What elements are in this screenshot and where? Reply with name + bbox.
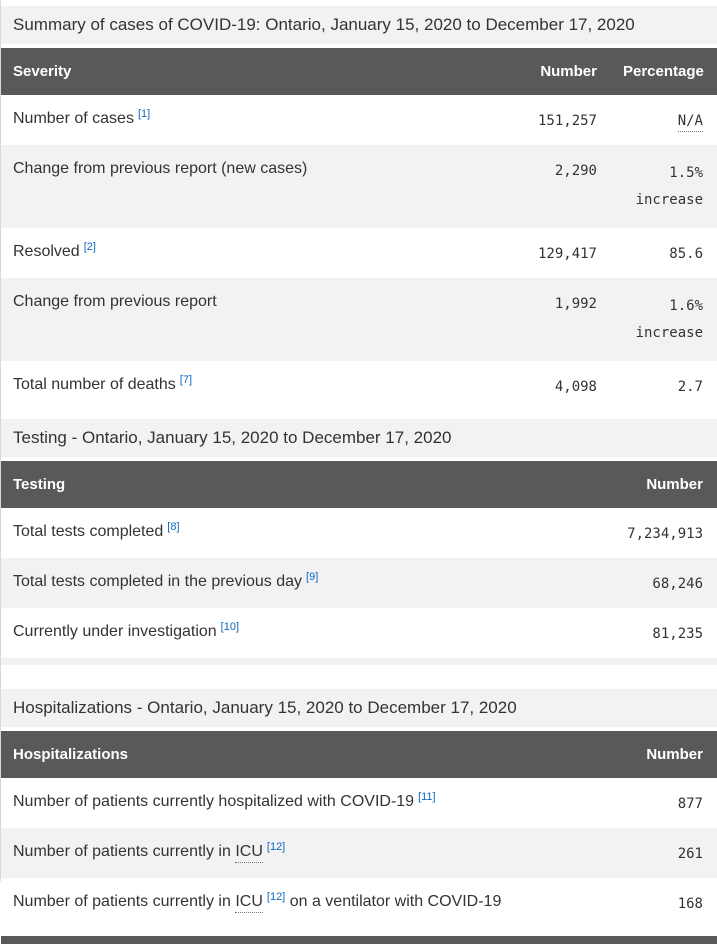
table-row-total-deaths: Total number of deaths [7] 4,098 2.7 — [1, 361, 717, 411]
next-table-header-partial — [1, 936, 717, 944]
footnote-ref: [12] — [267, 891, 285, 903]
table-row-change-previous-report: Change from previous report 1,992 1.6% in… — [1, 278, 717, 361]
empty-cell — [1, 658, 717, 665]
row-label-cell: Change from previous report — [1, 278, 506, 361]
row-label-cell: Number of patients currently in ICU [12] — [1, 828, 587, 878]
testing-table: Testing Number Total tests completed [8] … — [1, 461, 717, 665]
cell-number: 2,290 — [554, 163, 597, 179]
table-row-total-tests: Total tests completed [8] 7,234,913 — [1, 508, 717, 558]
row-label: Number of cases — [13, 110, 134, 127]
cell-number: 1,992 — [554, 296, 597, 312]
row-label-cell: Total tests completed in the previous da… — [1, 558, 587, 608]
footnote-ref: [2] — [84, 241, 96, 253]
row-label: Number of patients currently in — [13, 893, 231, 910]
cell-percentage: 85.6 — [669, 246, 703, 262]
footnote-ref: [7] — [180, 374, 192, 386]
row-label: Total tests completed in the previous da… — [13, 573, 303, 590]
footnote-link[interactable]: [12] — [266, 890, 286, 903]
percentage-note: increase — [635, 192, 703, 208]
cell-percentage: N/A — [611, 95, 717, 145]
percentage-value: 1.5% — [669, 165, 703, 181]
column-header-number: Number — [587, 731, 717, 778]
row-label-cell: Total tests completed [8] — [1, 508, 587, 558]
abbr-icu: ICU — [235, 893, 263, 913]
row-label: Currently under investigation — [13, 623, 217, 640]
row-label-cell: Total number of deaths [7] — [1, 361, 506, 411]
footnote-link[interactable]: [8] — [167, 520, 180, 533]
summary-header-row: Severity Number Percentage — [1, 48, 717, 95]
footnote-ref: [1] — [138, 108, 150, 120]
row-label-cell: Number of patients currently in ICU [12] … — [1, 878, 587, 928]
column-header-testing: Testing — [1, 461, 587, 508]
footnote-ref: [8] — [167, 521, 179, 533]
row-label-cell: Resolved [2] — [1, 228, 506, 278]
row-label: Number of patients currently hospitalize… — [13, 793, 415, 810]
column-header-percentage: Percentage — [611, 48, 717, 95]
cell-number: 7,234,913 — [627, 526, 703, 542]
row-label-cell: Number of patients currently hospitalize… — [1, 778, 587, 828]
table-row-tests-previous-day: Total tests completed in the previous da… — [1, 558, 717, 608]
footnote-link[interactable]: [10] — [220, 620, 240, 633]
footnote-link[interactable]: [2] — [83, 240, 96, 253]
table-row-under-investigation: Currently under investigation [10] 81,235 — [1, 608, 717, 658]
abbr-not-applicable: N/A — [677, 113, 703, 132]
footnote-ref: [10] — [221, 621, 239, 633]
testing-header-row: Testing Number — [1, 461, 717, 508]
row-label: Change from previous report (new cases) — [13, 160, 308, 177]
abbr-icu: ICU — [235, 843, 263, 863]
hospitalizations-section: Hospitalizations - Ontario, January 15, … — [1, 689, 717, 928]
table-row-empty — [1, 658, 717, 665]
column-header-number: Number — [587, 461, 717, 508]
row-label: Resolved — [13, 243, 80, 260]
row-label: Total tests completed — [13, 523, 164, 540]
table-row-hospitalized: Number of patients currently hospitalize… — [1, 778, 717, 828]
row-label-cell: Currently under investigation [10] — [1, 608, 587, 658]
hospitalizations-table: Hospitalizations Number Number of patien… — [1, 731, 717, 928]
cell-percentage: 2.7 — [677, 379, 703, 395]
hospitalizations-table-caption: Hospitalizations - Ontario, January 15, … — [1, 689, 717, 727]
cell-percentage: 1.5% increase — [611, 145, 717, 228]
footnote-link[interactable]: [11] — [418, 790, 436, 803]
row-label-suffix: on a ventilator with COVID-19 — [289, 893, 502, 910]
hospitalizations-header-row: Hospitalizations Number — [1, 731, 717, 778]
cell-number: 129,417 — [537, 246, 597, 262]
column-header-number: Number — [506, 48, 611, 95]
summary-table-caption: Summary of cases of COVID-19: Ontario, J… — [1, 6, 717, 44]
footnote-link[interactable]: [7] — [179, 373, 192, 386]
percentage-note: increase — [635, 325, 703, 341]
row-label: Number of patients currently in — [13, 843, 231, 860]
cell-number: 81,235 — [652, 626, 703, 642]
table-row-resolved: Resolved [2] 129,417 85.6 — [1, 228, 717, 278]
cell-number: 151,257 — [537, 113, 597, 129]
table-row-number-of-cases: Number of cases [1] 151,257 N/A — [1, 95, 717, 145]
column-header-severity: Severity — [1, 48, 506, 95]
cell-number: 168 — [677, 896, 703, 912]
row-label-cell: Change from previous report (new cases) — [1, 145, 506, 228]
cell-number: 877 — [677, 796, 703, 812]
footnote-link[interactable]: [1] — [137, 107, 151, 120]
column-header-hospitalizations: Hospitalizations — [1, 731, 587, 778]
percentage-value: 1.6% — [669, 298, 703, 314]
table-row-change-new-cases: Change from previous report (new cases) … — [1, 145, 717, 228]
table-row-icu-ventilator: Number of patients currently in ICU [12] … — [1, 878, 717, 928]
footnote-ref: [11] — [418, 791, 436, 803]
summary-table: Severity Number Percentage Number of cas… — [1, 48, 717, 411]
row-label-cell: Number of cases [1] — [1, 95, 506, 145]
cell-percentage: 1.6% increase — [611, 278, 717, 361]
summary-section: Summary of cases of COVID-19: Ontario, J… — [1, 6, 717, 411]
row-label: Total number of deaths — [13, 376, 176, 393]
footnote-ref: [9] — [306, 571, 318, 583]
footnote-link[interactable]: [9] — [306, 570, 319, 583]
footnote-ref: [12] — [267, 841, 285, 853]
row-label: Change from previous report — [13, 293, 217, 310]
table-row-icu: Number of patients currently in ICU [12] … — [1, 828, 717, 878]
cell-number: 68,246 — [652, 576, 703, 592]
cell-number: 261 — [677, 846, 703, 862]
footnote-link[interactable]: [12] — [266, 840, 286, 853]
testing-section: Testing - Ontario, January 15, 2020 to D… — [1, 419, 717, 665]
testing-table-caption: Testing - Ontario, January 15, 2020 to D… — [1, 419, 717, 457]
cell-number: 4,098 — [554, 379, 597, 395]
